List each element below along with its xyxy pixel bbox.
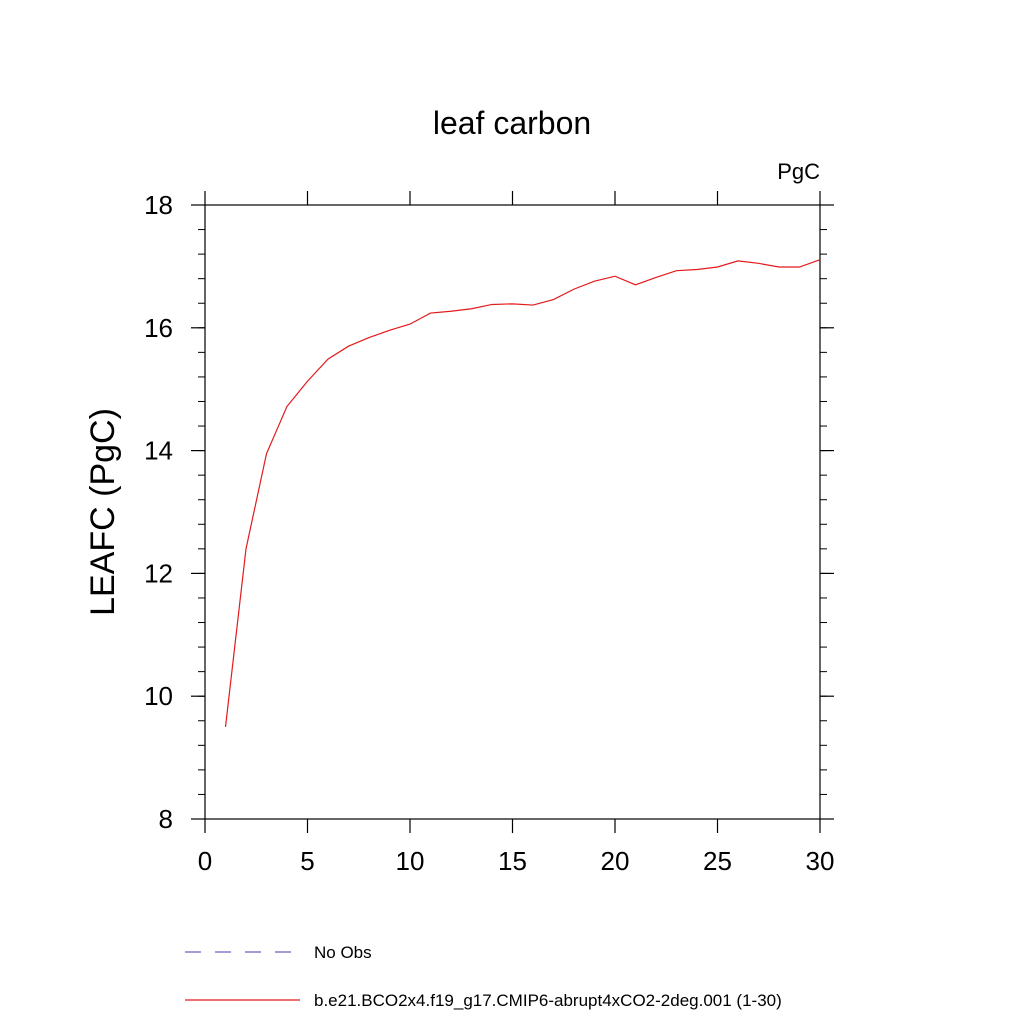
x-tick-label: 10 [396,846,425,876]
axes: 0 5 10 15 20 25 30 8 10 12 14 16 18 [144,190,834,876]
y-tick-label: 12 [144,558,173,588]
y-axis-label: LEAFC (PgC) [84,408,122,616]
plot-frame [204,204,821,820]
chart-title: leaf carbon [433,105,591,141]
legend: No Obs b.e21.BCO2x4.f19_g17.CMIP6-abrupt… [185,943,782,1010]
x-tick-label: 15 [498,846,527,876]
y-tick-label: 8 [159,804,173,834]
y-tick-label: 14 [144,436,173,466]
x-tick-label: 0 [198,846,212,876]
legend-label-model: b.e21.BCO2x4.f19_g17.CMIP6-abrupt4xCO2-2… [314,991,782,1010]
x-tick-label: 5 [300,846,314,876]
series-line [224,259,821,727]
x-tick-label: 25 [703,846,732,876]
y-tick-label: 16 [144,313,173,343]
y-tick-label: 10 [144,681,173,711]
x-tick-label: 20 [601,846,630,876]
units-label: PgC [777,159,820,184]
series-layer [224,259,821,727]
y-tick-label: 18 [144,190,173,220]
x-tick-label: 30 [806,846,835,876]
legend-label-no-obs: No Obs [314,943,372,962]
